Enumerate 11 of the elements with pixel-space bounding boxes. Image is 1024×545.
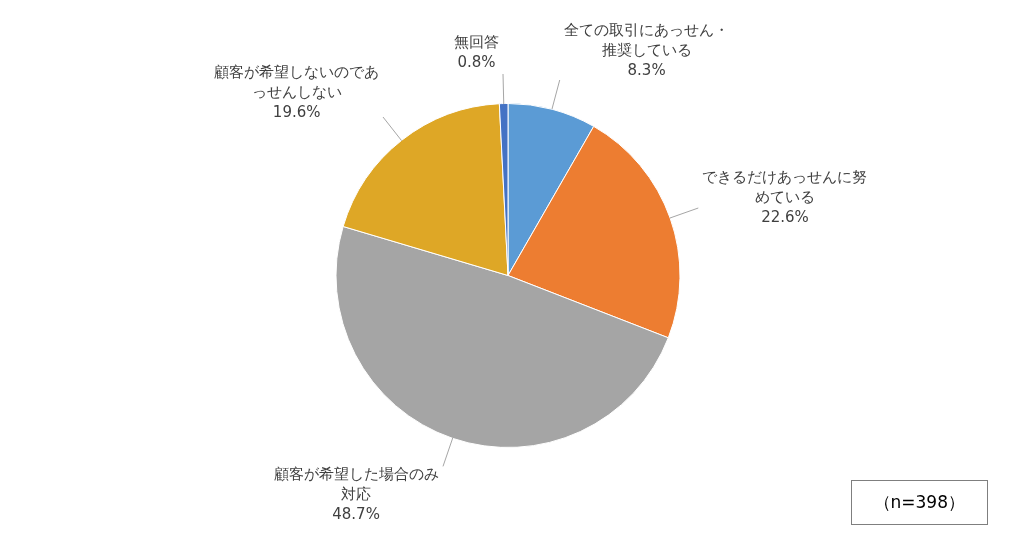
- slice-label: できるだけあっせんに努めている: [702, 168, 868, 207]
- text: （n=398）: [850, 480, 988, 525]
- data-label: 19.6%: [272, 102, 321, 121]
- slice-label: 全ての取引にあっせん・推奨している: [564, 21, 730, 60]
- data-label: 48.7%: [332, 504, 380, 523]
- slice-label: 顧客が希望しないのであっせんしない: [214, 62, 380, 101]
- data-label: 22.6%: [761, 208, 809, 227]
- data-label: 8.3%: [627, 61, 666, 80]
- data-label: 0.8%: [457, 53, 496, 72]
- slice-label: 顧客が希望した場合のみ対応: [273, 464, 439, 503]
- slice-label: 無回答: [453, 33, 499, 52]
